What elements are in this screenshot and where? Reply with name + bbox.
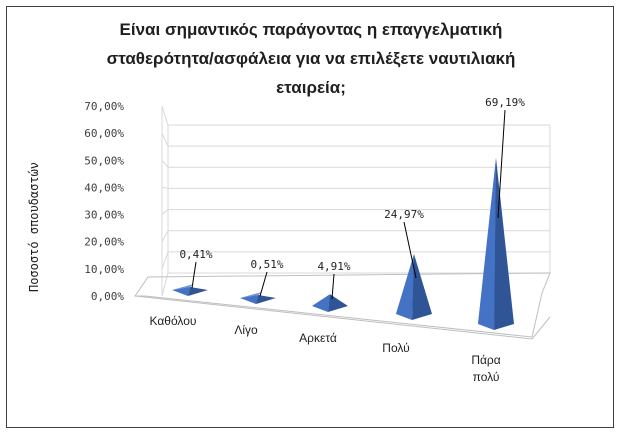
- data-label-leader: [403, 221, 417, 279]
- floor-front-edge: [134, 295, 551, 340]
- pyramid-face-side: [188, 287, 208, 296]
- y-tick-label: 10,00%: [84, 263, 124, 276]
- y-tick-label: 70,00%: [84, 100, 124, 113]
- chart-title: Είναι σημαντικός παράγοντας η επαγγελματ…: [7, 15, 615, 102]
- data-label-leader: [259, 271, 268, 297]
- pyramid-face-front: [396, 254, 414, 320]
- gridline-side: [161, 209, 169, 215]
- data-label: 4,91%: [317, 260, 350, 273]
- data-label: 0,51%: [250, 258, 283, 271]
- gridline-side: [161, 159, 169, 168]
- pyramid-face-side: [256, 295, 276, 304]
- chart-title-line-1: Είναι σημαντικός παράγοντας η επαγγελματ…: [119, 20, 503, 39]
- chart-title-line-2: σταθερότητα/ασφάλεια για να επιλέξετε να…: [106, 49, 516, 68]
- pyramid-face-back: [172, 284, 194, 290]
- y-axis-label: Ποσοστό σπουδαστών: [27, 162, 41, 292]
- y-tick-label: 0,00%: [91, 290, 124, 303]
- category-label: Πολύ: [382, 341, 409, 355]
- category-label: Αρκετά: [299, 331, 337, 345]
- pyramid-face-side: [412, 254, 432, 320]
- data-label: 0,41%: [179, 248, 212, 261]
- y-tick-label: 20,00%: [84, 236, 124, 249]
- data-label: 24,97%: [384, 208, 424, 221]
- category-label: Πάρα: [471, 353, 500, 367]
- gridline-side: [161, 186, 169, 189]
- pyramid-face-side: [328, 294, 348, 312]
- gridline-side: [161, 230, 169, 242]
- chart-floor: [134, 272, 551, 338]
- pyramid-face-front: [172, 287, 190, 296]
- gridline-side: [161, 105, 169, 126]
- data-label-leader: [331, 273, 335, 299]
- gridline-side: [161, 251, 169, 270]
- category-label: Καθόλου: [150, 314, 197, 328]
- y-tick-label: 30,00%: [84, 209, 124, 222]
- gridline-side: [161, 132, 169, 147]
- pyramid-face-side: [494, 157, 514, 330]
- chart-frame: Είναι σημαντικός παράγοντας η επαγγελματ…: [6, 6, 614, 428]
- y-tick-label: 60,00%: [84, 127, 124, 140]
- y-tick-label: 50,00%: [84, 154, 124, 167]
- pyramid-face-front: [312, 294, 330, 312]
- category-label: πολύ: [473, 370, 500, 384]
- category-label: Λίγο: [234, 323, 258, 337]
- y-tick-label: 40,00%: [84, 181, 124, 194]
- data-label-leader: [191, 261, 197, 289]
- pyramid-face-front: [478, 157, 496, 330]
- chart-title-line-3: εταιρεία;: [276, 78, 346, 97]
- data-label: 69,19%: [485, 96, 525, 109]
- pyramid-face-front: [240, 295, 258, 304]
- data-label-leader: [497, 109, 506, 218]
- pyramid-face-back: [240, 292, 262, 298]
